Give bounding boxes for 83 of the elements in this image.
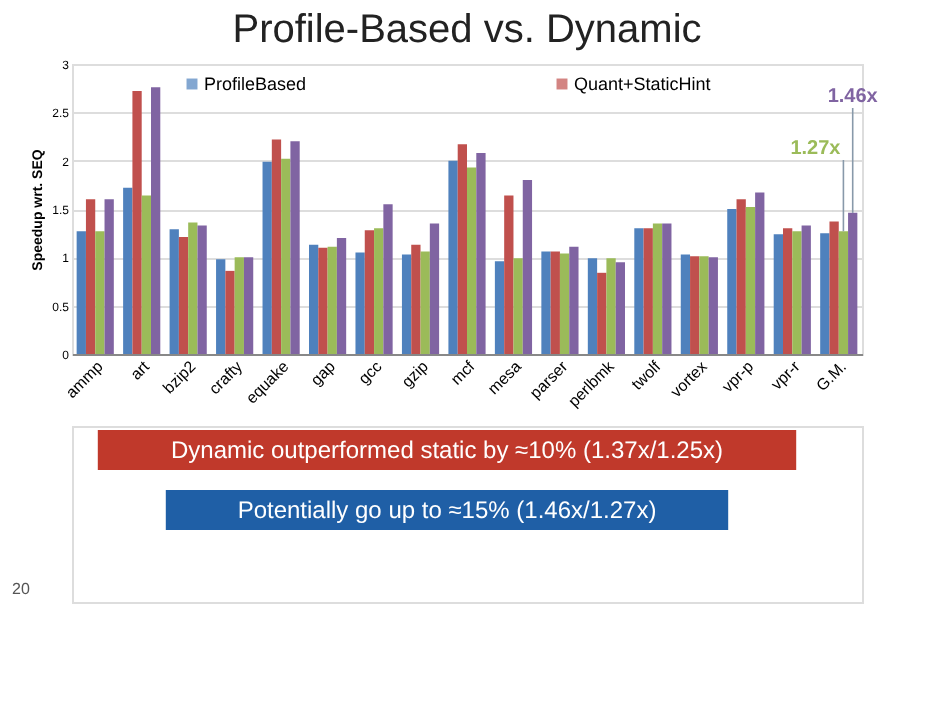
bar bbox=[336, 238, 347, 354]
bar bbox=[848, 212, 858, 354]
bar bbox=[95, 231, 105, 354]
bar bbox=[141, 195, 151, 354]
bar bbox=[680, 254, 691, 354]
x-tick-label: vpr-r bbox=[767, 357, 805, 394]
bar bbox=[504, 195, 514, 354]
bar bbox=[699, 256, 709, 354]
bar bbox=[634, 228, 644, 354]
bar bbox=[85, 199, 96, 354]
bar bbox=[587, 258, 598, 354]
bar bbox=[755, 192, 765, 354]
bar bbox=[104, 199, 114, 354]
bar bbox=[467, 167, 477, 354]
x-tick-label: gap bbox=[307, 356, 340, 390]
bar bbox=[123, 187, 133, 354]
bar bbox=[234, 257, 244, 354]
bar bbox=[745, 207, 756, 354]
bar bbox=[420, 251, 430, 354]
bar bbox=[309, 244, 319, 354]
bar bbox=[318, 247, 328, 354]
x-tick-label: art bbox=[127, 356, 155, 384]
bar bbox=[559, 253, 570, 354]
bar bbox=[569, 246, 579, 354]
bar bbox=[550, 251, 560, 354]
legend-label: Quant+StaticHint bbox=[574, 74, 712, 94]
bar bbox=[327, 246, 337, 354]
bar bbox=[243, 257, 254, 354]
legend-label: ProfileBased bbox=[204, 74, 307, 94]
bar bbox=[262, 161, 272, 354]
bar bbox=[178, 237, 189, 354]
bar bbox=[792, 231, 802, 354]
bar bbox=[597, 272, 607, 354]
bar bbox=[290, 141, 300, 354]
bar bbox=[513, 258, 523, 354]
text: Dynamic outperformed static by ≈10% (1.37x/1.25x) bbox=[170, 436, 724, 464]
bar bbox=[457, 144, 467, 354]
bar bbox=[662, 223, 672, 354]
bar bbox=[736, 199, 746, 354]
bar bbox=[476, 152, 486, 354]
bar bbox=[197, 225, 207, 354]
bar bbox=[773, 234, 783, 354]
bar bbox=[838, 231, 849, 354]
bar bbox=[643, 228, 653, 354]
x-tick-label: gcc bbox=[355, 357, 386, 388]
annotation: 1.46x bbox=[827, 86, 879, 108]
bar bbox=[216, 259, 226, 354]
bar bbox=[448, 160, 458, 354]
bar bbox=[188, 222, 198, 354]
chart-title: Profile-Based vs. Dynamic bbox=[232, 8, 702, 52]
bar bbox=[355, 252, 365, 354]
bar bbox=[281, 158, 291, 354]
bar bbox=[132, 91, 142, 354]
bar bbox=[151, 87, 161, 354]
bar bbox=[783, 228, 793, 354]
bar bbox=[494, 261, 505, 354]
bar bbox=[522, 180, 533, 354]
bar bbox=[364, 230, 375, 354]
annotation: 1.27x bbox=[790, 138, 842, 160]
bar bbox=[411, 244, 421, 354]
bar bbox=[829, 221, 839, 354]
bar bbox=[76, 231, 86, 354]
bar bbox=[383, 204, 393, 354]
text: 20 bbox=[12, 580, 31, 598]
bar bbox=[615, 262, 625, 354]
bar bbox=[708, 257, 718, 354]
bar bbox=[690, 256, 700, 354]
bar bbox=[374, 228, 384, 354]
bar bbox=[169, 229, 179, 354]
bar bbox=[606, 258, 616, 354]
bar bbox=[801, 225, 811, 354]
bar bbox=[541, 251, 551, 354]
x-tick-label: mcf bbox=[447, 356, 480, 389]
bar bbox=[225, 270, 235, 354]
bar bbox=[652, 223, 663, 354]
bar bbox=[271, 139, 282, 354]
bar bbox=[429, 223, 440, 354]
text: Potentially go up to ≈15% (1.46x/1.27x) bbox=[237, 496, 657, 524]
bar bbox=[820, 233, 830, 354]
x-tick-label: G.M. bbox=[812, 357, 851, 395]
bar bbox=[401, 254, 412, 354]
x-tick-label: gzip bbox=[398, 356, 433, 392]
bar bbox=[727, 209, 737, 354]
